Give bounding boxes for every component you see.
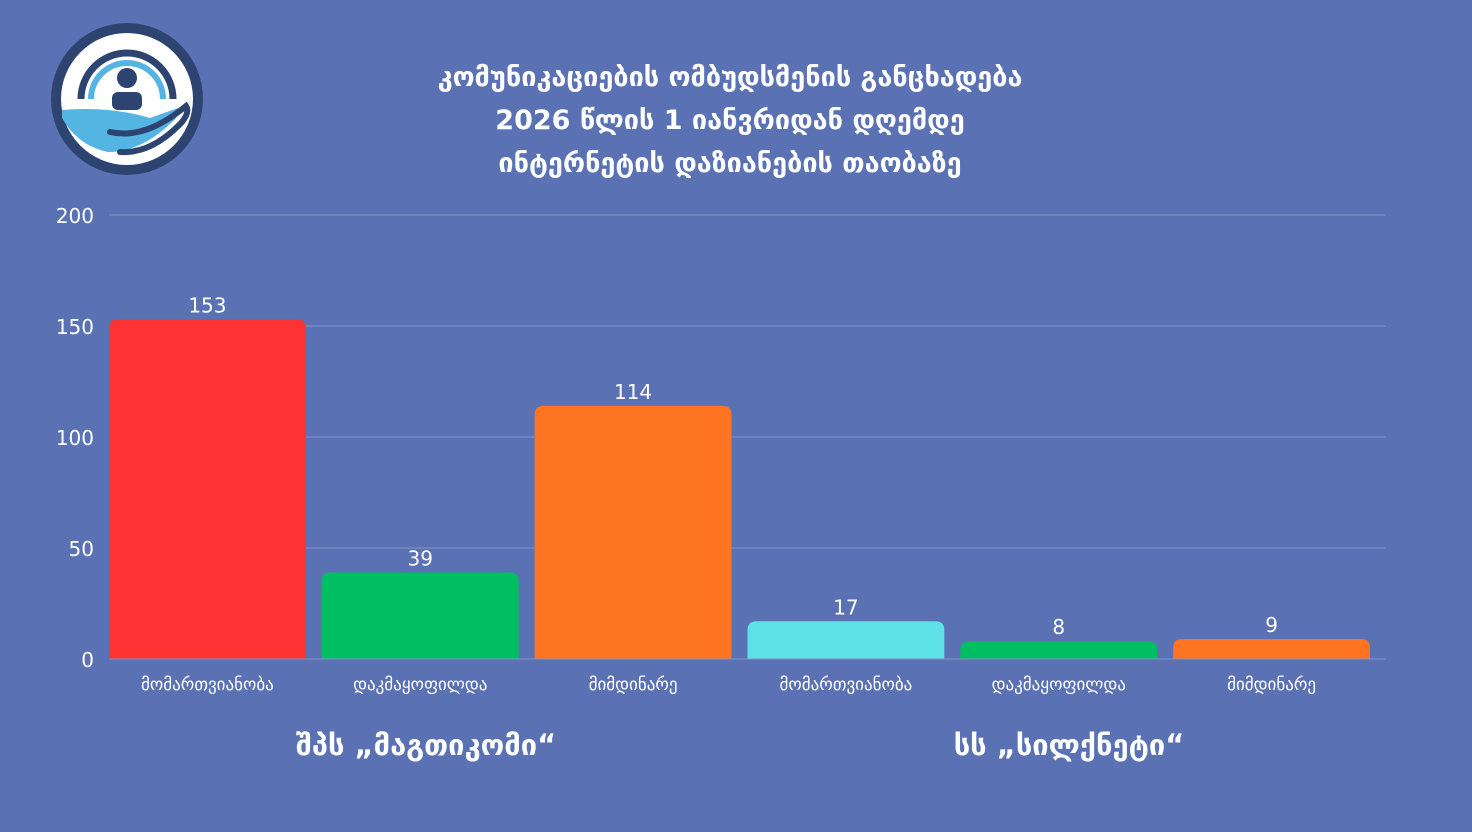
- bar-value-label: 8: [1052, 615, 1065, 639]
- title-line-3: ინტერნეტის დაზიანების თაობაზე: [498, 148, 962, 179]
- bar-value-label: 153: [188, 293, 226, 317]
- x-tick-label: მიმდინარე: [589, 675, 678, 695]
- title-line-1: კომუნიკაციების ომბუდსმენის განცხადება: [437, 62, 1023, 93]
- group-label-magticom: შპს „მაგთიკომი“: [295, 728, 557, 762]
- y-tick-label: 200: [56, 204, 94, 228]
- bar: [960, 641, 1158, 659]
- chart-title: კომუნიკაციების ომბუდსმენის განცხადება 20…: [280, 56, 1180, 185]
- y-tick-label: 100: [56, 426, 94, 450]
- y-tick-label: 150: [56, 315, 94, 339]
- bar-value-label: 9: [1265, 613, 1278, 637]
- bar: [321, 572, 519, 659]
- x-tick-label: დაკმაყოფილდა: [992, 675, 1126, 695]
- y-tick-label: 0: [81, 648, 94, 672]
- y-tick-label: 50: [69, 537, 94, 561]
- bar-value-label: 39: [408, 546, 433, 570]
- group-label-silknet: სს „სილქნეტი“: [953, 728, 1185, 762]
- x-tick-label: მომართვიანობა: [780, 675, 913, 695]
- bar-value-label: 17: [833, 595, 858, 619]
- title-line-2: 2026 წლის 1 იანვრიდან დღემდე: [495, 105, 965, 136]
- x-tick-label: მიმდინარე: [1227, 675, 1316, 695]
- bar-value-label: 114: [614, 380, 652, 404]
- bar: [1173, 639, 1370, 659]
- bar: [534, 405, 732, 659]
- x-tick-label: მომართვიანობა: [141, 675, 274, 695]
- bar: [747, 621, 945, 659]
- ombudsman-logo-icon: [51, 23, 203, 175]
- x-tick-label: დაკმაყოფილდა: [353, 675, 487, 695]
- bar: [109, 319, 306, 659]
